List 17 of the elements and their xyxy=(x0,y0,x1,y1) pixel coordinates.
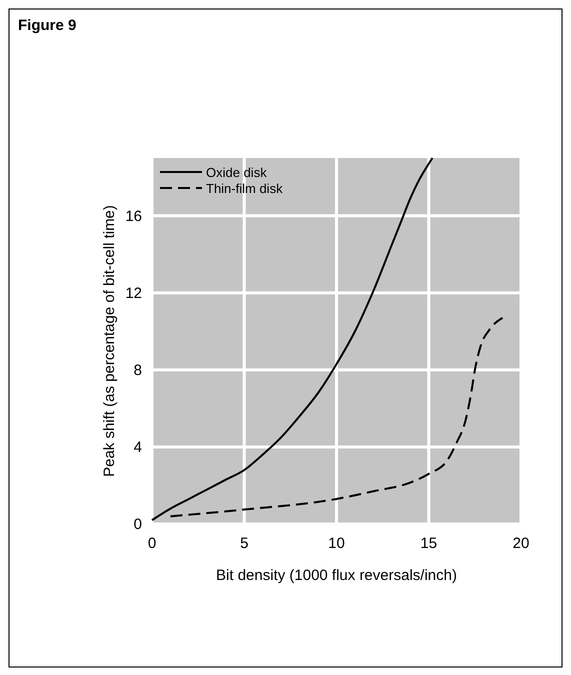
y-tick-label: 4 xyxy=(134,438,142,456)
legend-label: Thin-film disk xyxy=(206,181,284,196)
y-tick-label: 8 xyxy=(134,362,142,379)
legend-label: Oxide disk xyxy=(206,165,268,180)
x-tick-label: 15 xyxy=(420,535,438,552)
x-axis-title: Bit density (1000 flux reversals/inch) xyxy=(216,567,457,584)
chart-title: Figure 9 xyxy=(18,17,76,34)
y-tick-label: 12 xyxy=(125,284,142,302)
x-tick-label: 5 xyxy=(240,535,248,552)
x-tick-label: 10 xyxy=(328,535,345,552)
y-tick-label: 16 xyxy=(125,208,142,225)
x-tick-label: 20 xyxy=(512,535,530,552)
y-axis-title: Peak shift (as percentage of bit-cell time) xyxy=(101,205,118,477)
line-series xyxy=(169,316,504,518)
x-tick-label: 0 xyxy=(148,535,156,552)
y-tick-label: 0 xyxy=(134,516,142,533)
line-series xyxy=(151,157,434,522)
